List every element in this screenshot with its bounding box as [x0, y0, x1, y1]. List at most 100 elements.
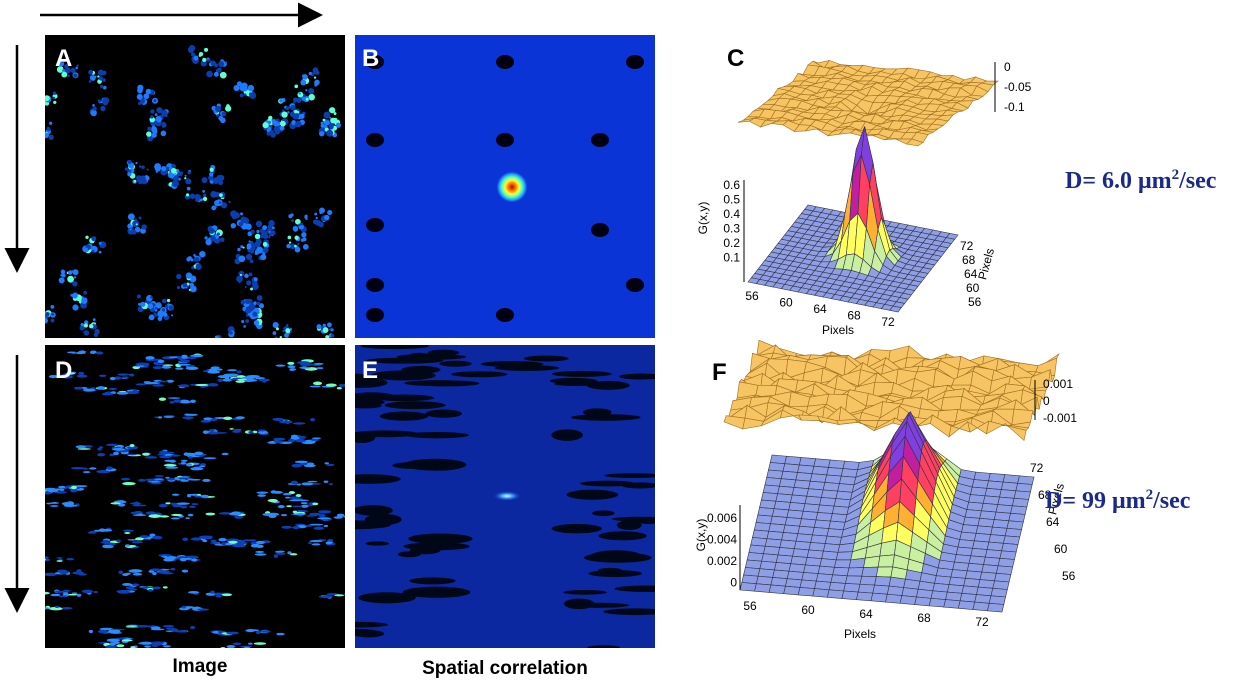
dark-streak	[402, 366, 441, 374]
dark-spot	[591, 133, 609, 147]
dark-streak	[604, 473, 662, 478]
speckle	[125, 167, 128, 170]
dark-streak	[380, 411, 429, 420]
streak	[284, 420, 288, 424]
speckle	[249, 92, 256, 99]
streak	[179, 384, 190, 387]
speckle	[162, 308, 165, 311]
speckle	[186, 257, 190, 261]
speckle	[92, 104, 95, 107]
streak	[159, 456, 171, 458]
surface-cell	[862, 567, 878, 576]
speckle	[184, 177, 186, 179]
speckle	[220, 117, 226, 123]
dark-streak	[373, 395, 434, 402]
speckle	[134, 180, 137, 183]
streak	[78, 372, 84, 375]
speckle	[260, 234, 264, 238]
speckle	[199, 52, 203, 56]
surface-cell	[915, 597, 931, 606]
speckle	[316, 324, 321, 329]
streak	[83, 471, 91, 473]
streak	[186, 367, 199, 371]
streak	[311, 543, 320, 545]
streak	[126, 586, 135, 589]
streak	[163, 645, 171, 647]
speckle	[217, 233, 220, 236]
speckle	[91, 236, 96, 241]
streak	[148, 589, 153, 592]
streak	[50, 594, 60, 597]
speckle	[153, 99, 156, 102]
streak	[116, 539, 121, 542]
speckle	[102, 97, 109, 104]
superscript: 2	[1146, 487, 1154, 503]
speckle	[240, 94, 244, 98]
surface-cell	[834, 560, 850, 568]
streak	[310, 418, 315, 421]
streak	[131, 512, 137, 514]
streak	[301, 482, 313, 485]
speckle	[51, 313, 54, 316]
streak	[122, 482, 135, 485]
speckle	[293, 97, 298, 102]
streak	[326, 541, 333, 544]
speckle	[219, 201, 222, 204]
tick-label: 60	[1054, 542, 1068, 556]
speckle	[303, 244, 309, 250]
speckle	[129, 229, 131, 231]
speckle	[291, 213, 294, 216]
streak	[163, 625, 174, 627]
streak	[44, 488, 56, 491]
dark-spot	[366, 278, 384, 292]
speckle	[274, 336, 277, 339]
speckle	[302, 97, 306, 101]
streak	[155, 364, 165, 366]
streak	[276, 553, 285, 555]
tick-label: -0.1	[1004, 100, 1025, 114]
speckle	[262, 122, 268, 128]
streak	[318, 514, 325, 517]
streak	[229, 541, 238, 544]
speckle	[262, 225, 267, 230]
streak	[72, 592, 77, 594]
speckle	[241, 320, 244, 323]
speckle	[294, 110, 298, 114]
streak	[255, 553, 267, 555]
speckle	[210, 168, 214, 172]
speckle	[203, 194, 206, 197]
speckle	[89, 80, 92, 83]
streak	[256, 541, 265, 544]
speckle	[272, 226, 275, 229]
speckle	[331, 334, 335, 338]
streak	[186, 463, 192, 466]
streak	[116, 644, 124, 647]
streak	[313, 382, 322, 386]
tick-label: G(x,y)	[696, 202, 710, 235]
speckle	[228, 201, 230, 203]
surface-cell	[941, 396, 962, 410]
tick-label: 0	[730, 576, 737, 590]
speckle	[90, 110, 96, 116]
streak	[223, 379, 232, 382]
speckle	[302, 74, 304, 76]
streak	[316, 367, 323, 369]
speckle	[68, 75, 70, 77]
speckle	[195, 257, 200, 262]
streak	[107, 631, 117, 633]
speckle	[36, 91, 42, 97]
dark-streak	[451, 371, 508, 377]
streak	[56, 560, 62, 562]
streak	[214, 592, 223, 595]
streak	[133, 573, 142, 576]
streak	[344, 593, 349, 595]
streak	[313, 527, 324, 530]
speckle	[219, 193, 223, 197]
speckle	[53, 97, 56, 100]
streak	[122, 583, 132, 586]
streak	[254, 642, 266, 645]
streak	[31, 491, 40, 494]
streak	[251, 544, 261, 548]
streak	[205, 513, 215, 516]
speckle	[246, 280, 251, 285]
